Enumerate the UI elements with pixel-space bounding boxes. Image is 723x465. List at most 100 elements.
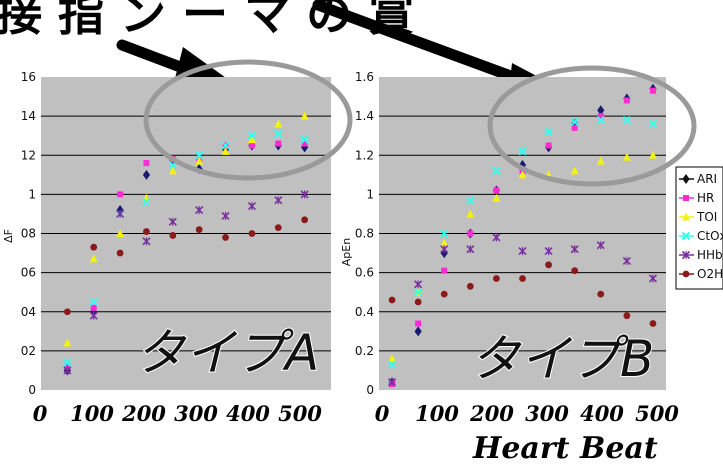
y-tick-label: 04 — [21, 305, 36, 319]
overlay-label-b: タイプB — [470, 330, 654, 388]
point-ari-3 — [142, 169, 151, 180]
point-toi-2 — [440, 238, 449, 247]
legend-label: TOI — [696, 210, 717, 224]
point-hr-2 — [441, 267, 448, 274]
point-hr-9 — [301, 140, 308, 147]
point-ctox-3 — [142, 197, 151, 207]
grid-b — [379, 115, 666, 352]
point-hhb-6 — [544, 247, 553, 256]
legend-box — [675, 166, 723, 290]
point-o2hb-8 — [274, 224, 282, 232]
point-ctox-7 — [247, 131, 257, 140]
point-hhb-8 — [274, 196, 283, 205]
point-hr-9 — [623, 97, 630, 104]
point-hr-8 — [597, 113, 604, 120]
point-o2hb-3 — [143, 228, 150, 235]
x-tick-label: 400 — [226, 401, 270, 426]
point-hr-1 — [90, 304, 97, 311]
y-tick-label: 0.4 — [355, 305, 374, 319]
point-hhb-legend — [681, 250, 691, 260]
point-hhb-8 — [596, 241, 605, 250]
point-ctox-legend — [681, 231, 691, 241]
y-tick-label: 0.8 — [355, 227, 374, 241]
point-o2hb-2 — [116, 249, 124, 257]
point-toi-6 — [221, 146, 230, 155]
y-axis-a: 0 02 04 06 08 1 12 14 16 — [21, 70, 36, 397]
point-ctox-5 — [194, 151, 204, 160]
x-axis-a: 0 100 200 300 400 500 — [33, 401, 323, 426]
point-hhb-4 — [492, 233, 501, 242]
point-ctox-1 — [89, 297, 98, 307]
x-caption: Heart Beat — [472, 431, 658, 465]
point-hhb-3 — [466, 245, 475, 254]
point-toi-10 — [648, 150, 657, 159]
point-o2hb-7 — [248, 230, 256, 237]
point-ari-legend — [682, 174, 690, 184]
x-tick-label: 300 — [525, 401, 569, 426]
legend-item-hhb: HHb — [679, 248, 723, 262]
legend-item-toi: TOI — [679, 210, 717, 224]
y-tick-label: 1 — [366, 187, 374, 201]
y-tick-label: 1.4 — [355, 109, 374, 123]
point-o2hb-5 — [195, 226, 203, 233]
point-hr-7 — [571, 124, 578, 131]
y-tick-label: 0.6 — [355, 266, 374, 280]
point-o2hb-7 — [571, 267, 579, 275]
y-tick-label: 0 — [366, 383, 374, 397]
grid-a — [41, 115, 331, 352]
y-tick-label: 16 — [21, 70, 36, 84]
point-hr-2 — [117, 191, 124, 198]
x-tick-label: 500 — [635, 401, 679, 426]
highlight-ellipse-a — [143, 59, 353, 181]
x-tick-label: 300 — [174, 401, 218, 426]
point-hr-7 — [248, 142, 255, 149]
point-o2hb-2 — [440, 290, 448, 298]
point-o2hb-6 — [545, 261, 552, 269]
legend-label: HR — [697, 191, 714, 205]
point-o2hb-9 — [623, 312, 631, 320]
point-hr-6 — [545, 142, 552, 149]
legend-label: O2Hb — [697, 267, 723, 281]
y-tick-label: 02 — [21, 344, 36, 358]
point-ctox-5 — [518, 147, 527, 156]
point-hr-1 — [415, 320, 422, 327]
point-o2hb-10 — [649, 320, 657, 327]
point-toi-9 — [622, 152, 631, 161]
x-tick-label: 100 — [415, 401, 459, 426]
point-hhb-9 — [622, 256, 631, 265]
point-toi-4 — [492, 193, 501, 202]
point-ctox-0 — [387, 360, 397, 369]
point-hhb-0 — [63, 366, 72, 375]
point-o2hb-6 — [222, 234, 229, 241]
point-o2hb-3 — [466, 282, 474, 290]
point-toi-9 — [300, 111, 309, 120]
point-o2hb-4 — [169, 232, 177, 239]
legend-item-hr: HR — [679, 191, 714, 205]
point-toi-5 — [195, 156, 204, 165]
point-o2hb-9 — [301, 216, 309, 224]
point-ctox-6 — [544, 127, 553, 136]
point-hhb-7 — [570, 245, 579, 254]
x-tick-label: 0 — [33, 401, 48, 426]
point-toi-0 — [388, 354, 397, 363]
point-hhb-9 — [300, 190, 309, 199]
point-hhb-1 — [414, 280, 423, 289]
point-hhb-5 — [195, 205, 204, 215]
legend: ARI HR TOI CtOx HHb O2Hb — [679, 172, 723, 281]
point-hhb-6 — [221, 211, 230, 220]
point-o2hb-1 — [414, 298, 422, 306]
point-ctox-10 — [648, 119, 658, 129]
point-ctox-8 — [274, 129, 283, 138]
point-o2hb-8 — [597, 290, 605, 298]
point-o2hb-1 — [90, 243, 98, 251]
y-tick-label: 0 — [28, 383, 36, 397]
point-hhb-10 — [648, 274, 658, 283]
point-o2hb-0 — [388, 296, 396, 304]
y-axis-b: 0 0.2 0.4 0.6 0.8 1 1.2 1.4 1.6 — [355, 70, 374, 397]
x-tick-label: 200 — [121, 401, 166, 426]
point-toi-1 — [89, 254, 98, 263]
x-tick-label: 200 — [469, 401, 514, 426]
y-axis-label-a: ΔF — [2, 229, 15, 243]
y-tick-label: 14 — [21, 109, 36, 123]
point-toi-8 — [274, 119, 283, 128]
